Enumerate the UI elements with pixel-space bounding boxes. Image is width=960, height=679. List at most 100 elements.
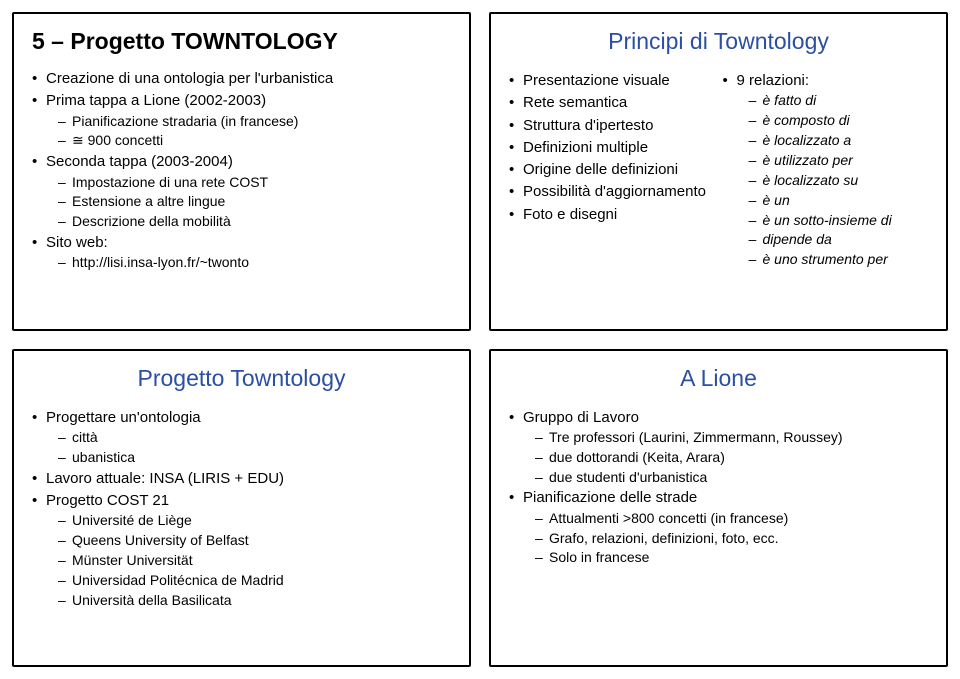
sub-text: Tre professori (Laurini, Zimmermann, Rou… (549, 429, 843, 445)
sub-item: è un (737, 191, 929, 210)
item-text: Rete semantica (523, 94, 627, 111)
sub-text: è uno strumento per (763, 251, 888, 267)
sub-item: due studenti d'urbanistica (523, 468, 928, 487)
list-item: Sito web: http://lisi.insa-lyon.fr/~twon… (32, 233, 451, 272)
item-text: Gruppo di Lavoro (523, 409, 639, 426)
sub-text: Università della Basilicata (72, 592, 232, 608)
sub-text: è fatto di (763, 92, 817, 108)
slide-title: 5 – Progetto TOWNTOLOGY (32, 28, 451, 55)
slide-title: A Lione (509, 365, 928, 392)
item-text: Possibilità d'aggiornamento (523, 183, 706, 200)
sub-text: Münster Universität (72, 552, 193, 568)
left-col: Presentazione visuale Rete semantica Str… (509, 71, 715, 271)
sub-text: città (72, 429, 98, 445)
item-text: Seconda tappa (2003-2004) (46, 153, 233, 170)
sub-text: è localizzato su (763, 172, 859, 188)
sub-text: Université de Liège (72, 512, 192, 528)
list-item: Definizioni multiple (509, 138, 715, 158)
slide-1: 5 – Progetto TOWNTOLOGY Creazione di una… (12, 12, 471, 331)
list-item: Pianificazione delle strade Attualmenti … (509, 488, 928, 567)
list-item: Seconda tappa (2003-2004) Impostazione d… (32, 152, 451, 231)
sub-item: è fatto di (737, 91, 929, 110)
slide-3: Progetto Towntology Progettare un'ontolo… (12, 349, 471, 668)
list-item: Progettare un'ontologia città ubanistica (32, 408, 451, 467)
sub-text: Grafo, relazioni, definizioni, foto, ecc… (549, 530, 779, 546)
sub-item: Grafo, relazioni, definizioni, foto, ecc… (523, 529, 928, 548)
list-item: Rete semantica (509, 93, 715, 113)
sub-item: Descrizione della mobilità (46, 212, 451, 231)
list-item: Gruppo di Lavoro Tre professori (Laurini… (509, 408, 928, 487)
sub-text: è localizzato a (763, 132, 852, 148)
sub-item: Münster Universität (46, 551, 451, 570)
sub-item: è un sotto-insieme di (737, 211, 929, 230)
sub-text: Queens University of Belfast (72, 532, 249, 548)
sub-text: Attualmenti >800 concetti (in francese) (549, 510, 788, 526)
sub-item: Estensione a altre lingue (46, 192, 451, 211)
list-item: Prima tappa a Lione (2002-2003) Pianific… (32, 91, 451, 150)
sub-text: è utilizzato per (763, 152, 853, 168)
item-text: 9 relazioni: (737, 72, 810, 89)
sub-item: ≅ 900 concetti (46, 131, 451, 150)
slide-title: Principi di Towntology (509, 28, 928, 55)
sub-item: è composto di (737, 111, 929, 130)
item-text: Struttura d'ipertesto (523, 117, 653, 134)
sub-text: è un (763, 192, 790, 208)
list-item: Struttura d'ipertesto (509, 116, 715, 136)
item-text: Sito web: (46, 234, 108, 251)
sub-item: Université de Liège (46, 511, 451, 530)
item-text: Progetto COST 21 (46, 492, 169, 509)
item-text: Lavoro attuale: INSA (LIRIS + EDU) (46, 470, 284, 487)
sub-item: è localizzato a (737, 131, 929, 150)
sub-item: Queens University of Belfast (46, 531, 451, 550)
list-item: Lavoro attuale: INSA (LIRIS + EDU) (32, 469, 451, 489)
slide-2: Principi di Towntology Presentazione vis… (489, 12, 948, 331)
item-text: Origine delle definizioni (523, 161, 678, 178)
sub-item: http://lisi.insa-lyon.fr/~twonto (46, 253, 451, 272)
list-item: Presentazione visuale (509, 71, 715, 91)
sub-item: Pianificazione stradaria (in francese) (46, 112, 451, 131)
sub-text: ≅ 900 concetti (72, 132, 163, 148)
list-item: 9 relazioni: è fatto di è composto di è … (723, 71, 929, 269)
slide-content: Gruppo di Lavoro Tre professori (Laurini… (509, 408, 928, 568)
sub-item: è utilizzato per (737, 151, 929, 170)
slide-content: Progettare un'ontologia città ubanistica… (32, 408, 451, 610)
sub-item: è uno strumento per (737, 250, 929, 269)
list-item: Origine delle definizioni (509, 160, 715, 180)
sub-item: Università della Basilicata (46, 591, 451, 610)
sub-item: città (46, 428, 451, 447)
two-columns: Presentazione visuale Rete semantica Str… (509, 71, 928, 271)
list-item: Possibilità d'aggiornamento (509, 182, 715, 202)
sub-text: Pianificazione stradaria (in francese) (72, 113, 298, 129)
sub-item: Impostazione di una rete COST (46, 173, 451, 192)
item-text: Presentazione visuale (523, 72, 670, 89)
sub-text: Estensione a altre lingue (72, 193, 225, 209)
sub-item: è localizzato su (737, 171, 929, 190)
slide-title: Progetto Towntology (32, 365, 451, 392)
sub-text: Solo in francese (549, 549, 649, 565)
item-text: Definizioni multiple (523, 139, 648, 156)
item-text: Foto e disegni (523, 206, 617, 223)
sub-text: ubanistica (72, 449, 135, 465)
sub-text: Universidad Politécnica de Madrid (72, 572, 284, 588)
list-item: Foto e disegni (509, 205, 715, 225)
sub-text: Impostazione di una rete COST (72, 174, 268, 190)
slide-4: A Lione Gruppo di Lavoro Tre professori … (489, 349, 948, 668)
sub-text: Descrizione della mobilità (72, 213, 231, 229)
list-item: Creazione di una ontologia per l'urbanis… (32, 69, 451, 89)
sub-item: due dottorandi (Keita, Arara) (523, 448, 928, 467)
sub-item: ubanistica (46, 448, 451, 467)
sub-text: http://lisi.insa-lyon.fr/~twonto (72, 254, 249, 270)
item-text: Progettare un'ontologia (46, 409, 201, 426)
sub-text: due dottorandi (Keita, Arara) (549, 449, 725, 465)
slide-content: Creazione di una ontologia per l'urbanis… (32, 69, 451, 272)
sub-item: Universidad Politécnica de Madrid (46, 571, 451, 590)
item-text: Prima tappa a Lione (2002-2003) (46, 92, 266, 109)
sub-item: Attualmenti >800 concetti (in francese) (523, 509, 928, 528)
sub-item: dipende da (737, 230, 929, 249)
right-col: 9 relazioni: è fatto di è composto di è … (723, 71, 929, 271)
list-item: Progetto COST 21 Université de Liège Que… (32, 491, 451, 610)
sub-text: due studenti d'urbanistica (549, 469, 707, 485)
sub-item: Solo in francese (523, 548, 928, 567)
sub-text: è composto di (763, 112, 850, 128)
sub-item: Tre professori (Laurini, Zimmermann, Rou… (523, 428, 928, 447)
